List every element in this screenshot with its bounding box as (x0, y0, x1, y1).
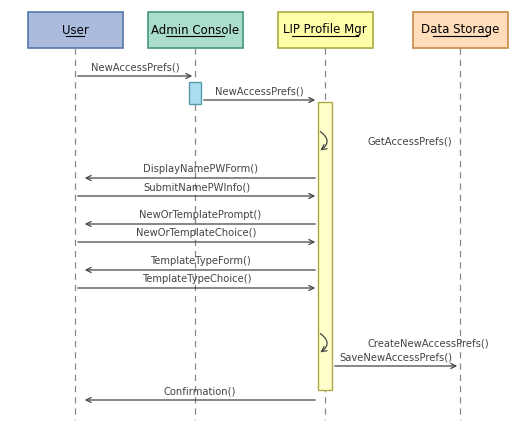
FancyBboxPatch shape (147, 12, 242, 48)
Text: CreateNewAccessPrefs(): CreateNewAccessPrefs() (367, 338, 489, 348)
Text: Admin Console: Admin Console (151, 24, 239, 37)
Text: SaveNewAccessPrefs(): SaveNewAccessPrefs() (340, 352, 452, 362)
Text: Confirmation(): Confirmation() (164, 386, 236, 396)
FancyBboxPatch shape (413, 12, 508, 48)
Bar (189, 82, 201, 104)
Text: NewAccessPrefs(): NewAccessPrefs() (215, 86, 304, 96)
Text: DisplayNamePWForm(): DisplayNamePWForm() (143, 164, 257, 174)
Text: User: User (62, 24, 88, 37)
Text: LIP Profile Mgr: LIP Profile Mgr (283, 24, 367, 37)
FancyBboxPatch shape (278, 12, 373, 48)
Bar (318, 102, 332, 390)
Text: SubmitNamePWInfo(): SubmitNamePWInfo() (143, 182, 250, 192)
Text: NewOrTemplateChoice(): NewOrTemplateChoice() (136, 228, 256, 238)
Text: Data Storage: Data Storage (421, 24, 499, 37)
Text: TemplateTypeForm(): TemplateTypeForm() (149, 256, 250, 266)
Text: TemplateTypeChoice(): TemplateTypeChoice() (142, 274, 251, 284)
Text: GetAccessPrefs(): GetAccessPrefs() (367, 136, 452, 146)
Text: NewAccessPrefs(): NewAccessPrefs() (90, 62, 179, 72)
FancyBboxPatch shape (27, 12, 123, 48)
Text: NewOrTemplatePrompt(): NewOrTemplatePrompt() (139, 210, 261, 220)
